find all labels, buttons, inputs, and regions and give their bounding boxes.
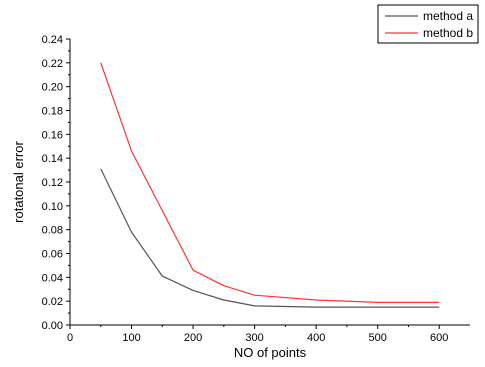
series-line-method-a — [100, 168, 440, 308]
y-tick-label: 0.02 — [42, 296, 63, 308]
y-tick-label: 0.14 — [42, 153, 63, 165]
y-tick-label: 0.20 — [42, 82, 63, 94]
y-tick-label: 0.10 — [42, 201, 63, 213]
y-tick-label: 0.04 — [42, 272, 63, 284]
x-tick-label: 600 — [430, 332, 448, 344]
y-tick-label: 0.16 — [42, 129, 63, 141]
series-line-method-b — [100, 62, 440, 303]
plot-area — [69, 39, 470, 326]
y-tick-label: 0.24 — [42, 34, 63, 46]
y-tick-label: 0.06 — [42, 249, 63, 261]
y-axis-title: rotatonal error — [11, 141, 26, 223]
series-lines — [100, 62, 440, 308]
x-tick-label: 0 — [67, 332, 73, 344]
y-tick-label: 0.00 — [42, 320, 63, 332]
legend: method a method b — [377, 4, 479, 44]
legend-box — [377, 4, 479, 44]
x-tick-label: 200 — [184, 332, 202, 344]
y-tick-label: 0.18 — [42, 106, 63, 118]
legend-label-method-b: method b — [423, 26, 473, 40]
legend-label-method-a: method a — [423, 9, 473, 23]
y-tick-label: 0.12 — [42, 177, 63, 189]
x-tick-label: 500 — [369, 332, 387, 344]
x-axis-title: NO of points — [234, 345, 307, 360]
x-tick-label: 300 — [245, 332, 263, 344]
axis-ticks: 0 100 200 300 400 500 600 0.00 0.02 0.04 0.06 0.08 0… — [42, 34, 449, 344]
y-tick-label: 0.08 — [42, 225, 63, 237]
y-tick-label: 0.22 — [42, 58, 63, 70]
x-tick-label: 400 — [307, 332, 325, 344]
x-tick-label: 100 — [122, 332, 140, 344]
